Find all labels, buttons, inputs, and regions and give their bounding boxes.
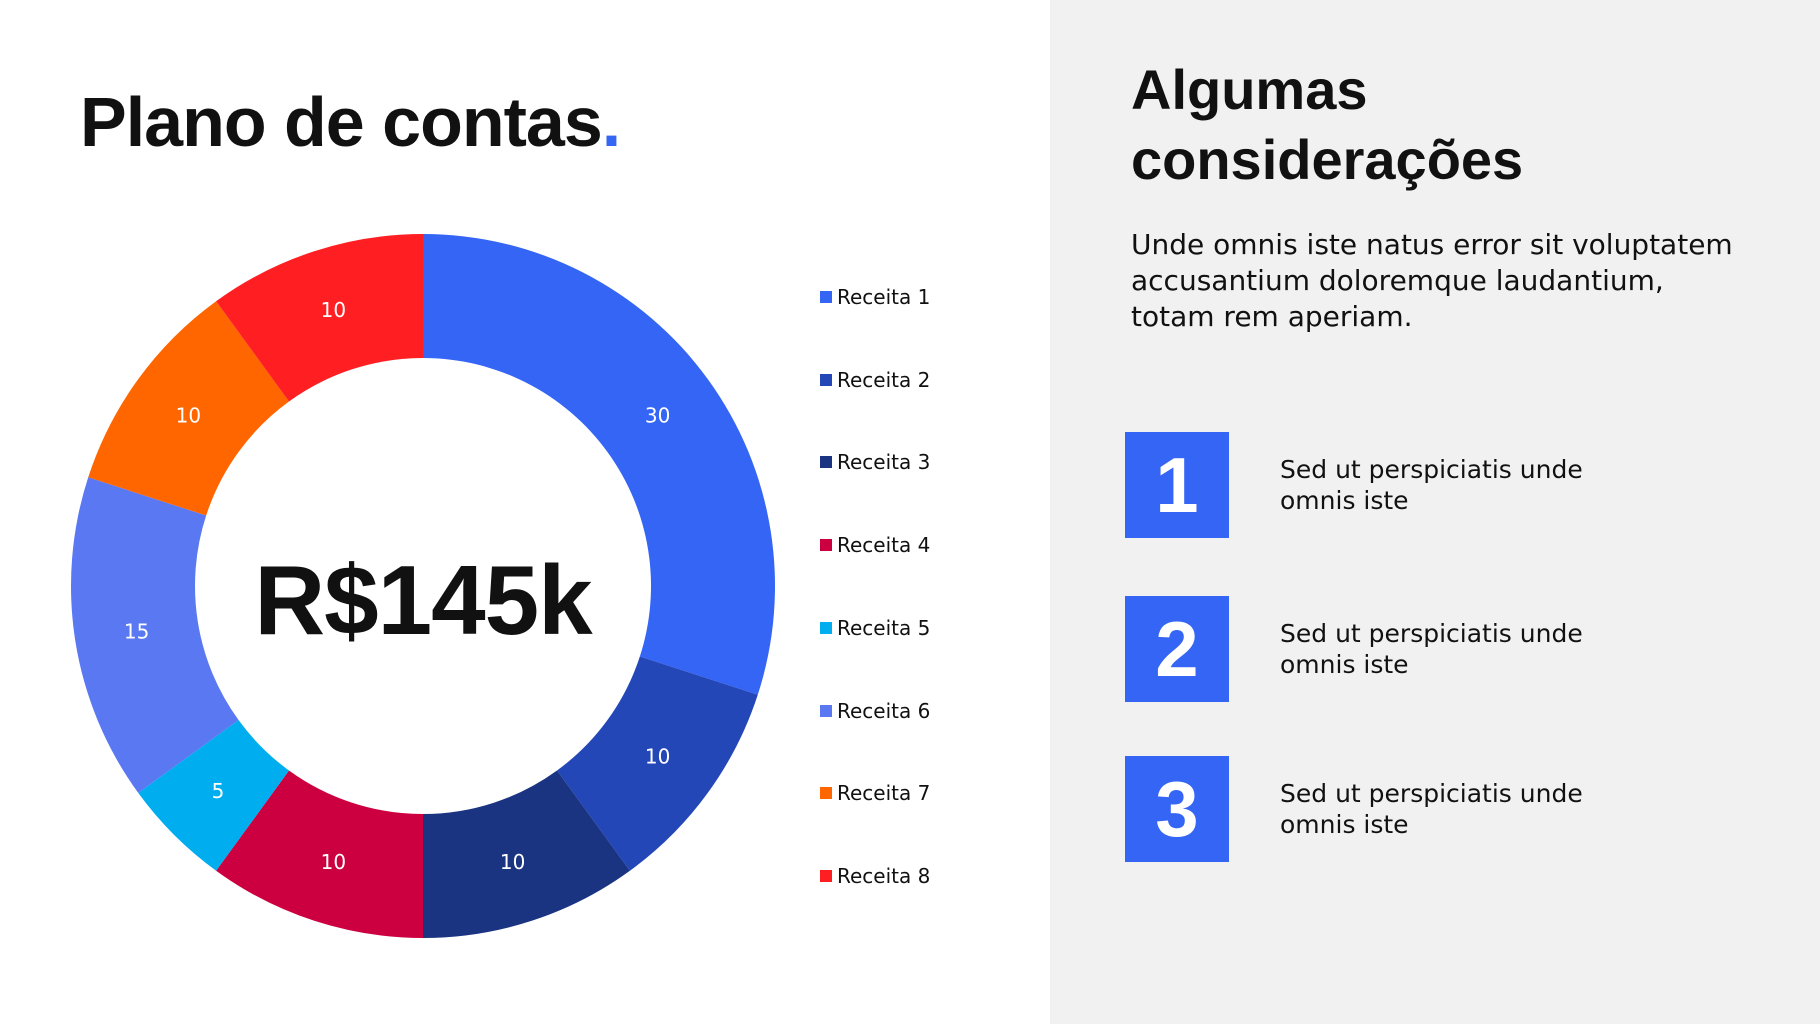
legend-swatch — [820, 869, 832, 882]
legend-swatch — [820, 539, 832, 552]
item-number: 1 — [1155, 440, 1199, 529]
slice-value-label: 10 — [500, 850, 525, 874]
legend-swatch — [820, 787, 832, 800]
donut-slice-6 — [70, 477, 239, 793]
legend-label: Receita 1 — [837, 285, 931, 309]
item-number: 2 — [1155, 604, 1199, 693]
legend-label: Receita 8 — [837, 863, 931, 888]
slice-value-label: 10 — [645, 744, 670, 768]
legend-label: Receita 2 — [837, 367, 931, 392]
legend-swatch — [820, 291, 832, 303]
legend-swatch — [820, 704, 832, 717]
legend-swatch — [820, 621, 832, 634]
item-text: Sed ut perspiciatis unde omnis iste — [1280, 455, 1583, 515]
legend-item: Receita 2 — [820, 365, 930, 395]
slice-value-label: 15 — [124, 619, 149, 643]
title-dot: . — [601, 83, 621, 161]
legend-label: Receita 4 — [837, 533, 931, 558]
number-box: 1 — [1125, 432, 1229, 538]
donut-chart-svg: 30 10 10 10 5 15 10 10 R$145k — [70, 234, 775, 938]
legend-item: Receita 8 — [820, 861, 930, 891]
legend-item: Receita 6 — [820, 696, 930, 726]
item-text: Sed ut perspiciatis unde omnis iste — [1280, 619, 1583, 679]
consideration-item-3: 3 Sed ut perspiciatis unde omnis iste — [1125, 756, 1765, 862]
legend-item: Receita 7 — [820, 778, 930, 808]
considerations-description: Unde omnis iste natus error sit voluptat… — [1131, 228, 1733, 333]
legend-label: Receita 5 — [837, 615, 931, 640]
item-number: 3 — [1155, 764, 1199, 853]
donut-chart: 30 10 10 10 5 15 10 10 R$145k — [70, 234, 775, 938]
donut-slice-1 — [423, 234, 775, 695]
legend-label: Receita 7 — [837, 781, 931, 806]
donut-slice-3 — [423, 770, 630, 938]
legend-label: Receita 6 — [837, 698, 931, 723]
slice-value-label: 30 — [645, 404, 670, 428]
center-value: R$145k — [254, 545, 593, 655]
legend-label: Receita 3 — [837, 450, 931, 475]
donut-slice-5 — [138, 720, 289, 871]
consideration-item-2: 2 Sed ut perspiciatis unde omnis iste — [1125, 596, 1765, 702]
legend-swatch — [820, 373, 832, 386]
donut-slice-8 — [216, 234, 423, 402]
legend-item: Receita 4 — [820, 530, 930, 560]
slice-value-label: 5 — [212, 779, 225, 803]
legend-item: Receita 3 — [820, 447, 930, 477]
legend-swatch — [820, 456, 832, 469]
page-title-text: Plano de contas — [80, 83, 603, 161]
donut-slice-7 — [88, 301, 289, 516]
slice-value-label: 10 — [176, 404, 201, 428]
legend-item: Receita 5 — [820, 613, 930, 643]
number-box: 2 — [1125, 596, 1229, 702]
considerations-title: Algumas considerações — [1131, 58, 1524, 191]
number-box: 3 — [1125, 756, 1229, 862]
slice-value-label: 10 — [321, 850, 346, 874]
page-title: Plano de contas. — [80, 80, 621, 164]
legend-item: Receita 1 — [820, 282, 930, 312]
slice-value-label: 10 — [321, 298, 346, 322]
consideration-item-1: 1 Sed ut perspiciatis unde omnis iste — [1125, 432, 1765, 538]
donut-slice-4 — [216, 770, 423, 938]
donut-slice-2 — [557, 656, 758, 871]
item-text: Sed ut perspiciatis unde omnis iste — [1280, 779, 1583, 839]
